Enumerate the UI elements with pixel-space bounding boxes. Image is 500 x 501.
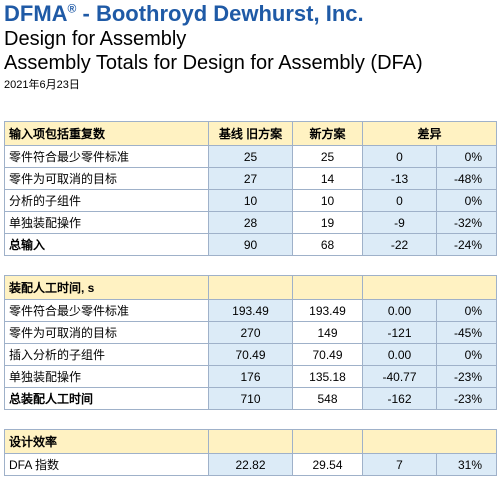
difference-percent: -23% bbox=[435, 387, 498, 410]
section-title: 装配人工时间, s bbox=[4, 275, 209, 300]
spacer-cell bbox=[4, 409, 497, 430]
difference-percent: -45% bbox=[435, 321, 498, 344]
table-row: 零件为可取消的目标 270 149 -121 -45% bbox=[4, 321, 498, 344]
table-row: DFA 指数 22.82 29.54 7 31% bbox=[4, 453, 498, 476]
baseline-value: 27 bbox=[208, 167, 293, 190]
difference-column-header: 差异 bbox=[361, 121, 498, 146]
spacer-cell bbox=[4, 255, 497, 276]
baseline-value: 270 bbox=[208, 321, 293, 344]
table-row: 零件为可取消的目标 27 14 -13 -48% bbox=[4, 167, 498, 190]
section-header-row: 装配人工时间, s bbox=[4, 275, 498, 300]
total-row: 总装配人工时间 710 548 -162 -23% bbox=[4, 387, 498, 410]
new-value: 193.49 bbox=[292, 299, 363, 322]
new-value: 70.49 bbox=[292, 343, 363, 366]
baseline-value: 10 bbox=[208, 189, 293, 212]
new-value: 10 bbox=[292, 189, 363, 212]
difference-value: -121 bbox=[362, 321, 437, 344]
table-row: 零件符合最少零件标准 25 25 0 0% bbox=[4, 145, 498, 168]
new-value: 14 bbox=[292, 167, 363, 190]
table-row: 单独装配操作 176 135.18 -40.77 -23% bbox=[4, 365, 498, 388]
header-blank bbox=[361, 275, 498, 300]
difference-percent: -24% bbox=[435, 233, 498, 256]
new-value: 19 bbox=[292, 211, 363, 234]
report-subtitle-2: Assembly Totals for Design for Assembly … bbox=[4, 52, 423, 74]
difference-percent: -23% bbox=[435, 365, 498, 388]
difference-value: 0 bbox=[362, 145, 437, 168]
baseline-value: 70.49 bbox=[208, 343, 293, 366]
table-row: 插入分析的子组件 70.49 70.49 0.00 0% bbox=[4, 343, 498, 366]
difference-value: -162 bbox=[362, 387, 437, 410]
row-label: 插入分析的子组件 bbox=[4, 343, 209, 366]
total-row: 总输入 90 68 -22 -24% bbox=[4, 233, 498, 256]
baseline-value: 28 bbox=[208, 211, 293, 234]
section-spacer bbox=[4, 255, 497, 276]
header-blank bbox=[208, 429, 293, 454]
row-label: 零件符合最少零件标准 bbox=[4, 145, 209, 168]
difference-percent: 0% bbox=[435, 189, 498, 212]
report-date: 2021年6月23日 bbox=[4, 79, 80, 91]
row-label: 零件为可取消的目标 bbox=[4, 167, 209, 190]
section-title: 输入项包括重复数 bbox=[4, 121, 209, 146]
difference-percent: 0% bbox=[435, 299, 498, 322]
new-value: 548 bbox=[292, 387, 363, 410]
row-label: 分析的子组件 bbox=[4, 189, 209, 212]
difference-value: -22 bbox=[362, 233, 437, 256]
section-spacer bbox=[4, 409, 497, 430]
new-value: 135.18 bbox=[292, 365, 363, 388]
header-blank bbox=[292, 429, 363, 454]
brand-name: DFMA bbox=[4, 1, 68, 26]
difference-value: -40.77 bbox=[362, 365, 437, 388]
difference-value: 0 bbox=[362, 189, 437, 212]
company-title: DFMA® - Boothroyd Dewhurst, Inc. bbox=[4, 2, 500, 26]
row-label: DFA 指数 bbox=[4, 453, 209, 476]
difference-value: 0.00 bbox=[362, 343, 437, 366]
row-label: 零件为可取消的目标 bbox=[4, 321, 209, 344]
section-header-row: 设计效率 bbox=[4, 429, 498, 454]
baseline-value: 710 bbox=[208, 387, 293, 410]
baseline-value: 176 bbox=[208, 365, 293, 388]
table-row: 零件符合最少零件标准 193.49 193.49 0.00 0% bbox=[4, 299, 498, 322]
new-value: 149 bbox=[292, 321, 363, 344]
assembly-totals-table: 输入项包括重复数 基线 旧方案 新方案 差异 零件符合最少零件标准 25 25 … bbox=[4, 121, 498, 476]
difference-percent: 0% bbox=[435, 343, 498, 366]
row-label: 总输入 bbox=[4, 233, 209, 256]
difference-percent: 31% bbox=[435, 453, 498, 476]
difference-value: 7 bbox=[362, 453, 437, 476]
report-header: DFMA® - Boothroyd Dewhurst, Inc. Design … bbox=[0, 0, 500, 92]
difference-value: -13 bbox=[362, 167, 437, 190]
section-title: 设计效率 bbox=[4, 429, 209, 454]
difference-value: 0.00 bbox=[362, 299, 437, 322]
baseline-value: 25 bbox=[208, 145, 293, 168]
new-value: 29.54 bbox=[292, 453, 363, 476]
new-value: 68 bbox=[292, 233, 363, 256]
difference-percent: -32% bbox=[435, 211, 498, 234]
baseline-value: 193.49 bbox=[208, 299, 293, 322]
header-blank bbox=[292, 275, 363, 300]
difference-percent: 0% bbox=[435, 145, 498, 168]
row-label: 单独装配操作 bbox=[4, 365, 209, 388]
header-blank bbox=[208, 275, 293, 300]
difference-value: -9 bbox=[362, 211, 437, 234]
row-label: 零件符合最少零件标准 bbox=[4, 299, 209, 322]
registered-mark: ® bbox=[67, 1, 77, 16]
baseline-value: 22.82 bbox=[208, 453, 293, 476]
baseline-column-header: 基线 旧方案 bbox=[208, 121, 293, 146]
company-name: - Boothroyd Dewhurst, Inc. bbox=[76, 1, 364, 26]
new-column-header: 新方案 bbox=[292, 121, 363, 146]
new-value: 25 bbox=[292, 145, 363, 168]
assembly-totals-table-wrap: 输入项包括重复数 基线 旧方案 新方案 差异 零件符合最少零件标准 25 25 … bbox=[4, 121, 498, 476]
section-header-row: 输入项包括重复数 基线 旧方案 新方案 差异 bbox=[4, 121, 498, 146]
header-blank bbox=[361, 429, 498, 454]
row-label: 总装配人工时间 bbox=[4, 387, 209, 410]
difference-percent: -48% bbox=[435, 167, 498, 190]
report-subtitle-1: Design for Assembly bbox=[4, 28, 187, 50]
table-row: 分析的子组件 10 10 0 0% bbox=[4, 189, 498, 212]
baseline-value: 90 bbox=[208, 233, 293, 256]
table-row: 单独装配操作 28 19 -9 -32% bbox=[4, 211, 498, 234]
row-label: 单独装配操作 bbox=[4, 211, 209, 234]
